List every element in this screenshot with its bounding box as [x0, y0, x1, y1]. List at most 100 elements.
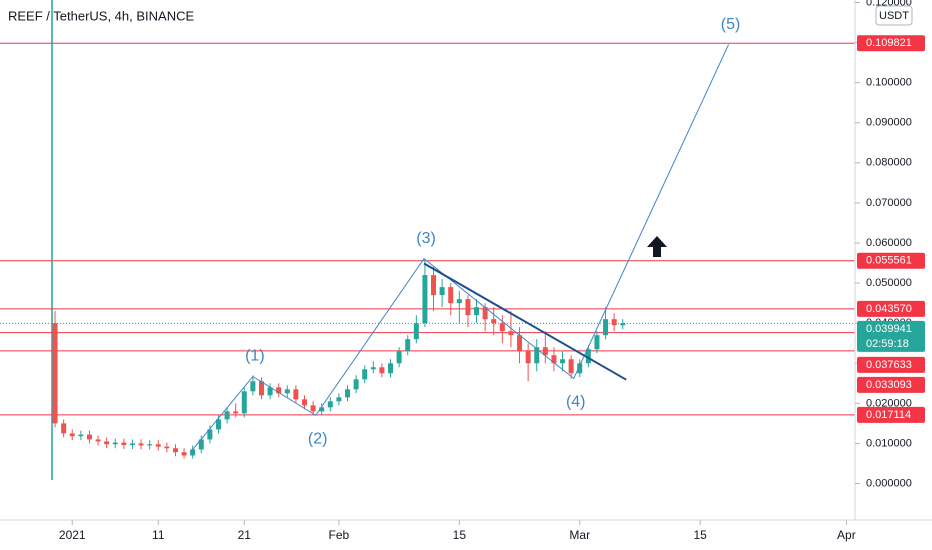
level-price-box [857, 35, 925, 52]
candle-body [585, 349, 591, 364]
candle-body [250, 381, 256, 392]
candle-body [396, 351, 402, 364]
level-price-box [857, 300, 925, 317]
candle-body [508, 331, 514, 336]
candle-body [413, 323, 419, 340]
candle-body [517, 335, 523, 352]
candle-body [284, 389, 290, 394]
candle-body [310, 405, 316, 412]
level-price-box [857, 406, 925, 423]
wave-label: (2) [308, 431, 328, 448]
candle-body [534, 347, 540, 364]
candle-body [568, 359, 574, 374]
candle-body [542, 347, 548, 356]
wave-label: (4) [566, 394, 586, 411]
candle-body [370, 367, 376, 370]
candle-body [233, 411, 239, 414]
current-price-box [857, 320, 925, 352]
candle-body [465, 299, 471, 316]
currency-badge[interactable] [875, 5, 913, 26]
trendline [423, 262, 627, 381]
candle-body [405, 339, 411, 352]
candle-body [345, 389, 351, 398]
wave-label: (1) [245, 348, 265, 365]
candle-body [560, 359, 566, 364]
y-tick-label: 0.090000 [866, 117, 912, 129]
level-price-label: 0.037633 [866, 359, 912, 371]
candle-body [276, 387, 282, 394]
x-tick-label: Mar [569, 528, 590, 542]
candle-body [620, 323, 626, 326]
candle-body [172, 448, 178, 453]
candle-body [215, 419, 221, 430]
y-tick-label: 0.100000 [866, 77, 912, 89]
candle-body [293, 389, 299, 400]
candle-body [241, 391, 247, 414]
candle-body [594, 335, 600, 350]
y-tick-label: 0.020000 [866, 397, 912, 409]
up-arrow [647, 236, 667, 257]
x-tick-label: 11 [152, 528, 165, 542]
candle-body [388, 363, 394, 374]
candle-body [301, 399, 307, 406]
x-tick-label: 15 [453, 528, 467, 542]
candle-body [69, 433, 75, 437]
wave-label: (3) [416, 230, 436, 247]
level-price-box [857, 356, 925, 373]
y-tick-label: 0.010000 [866, 437, 912, 449]
x-tick-label: 15 [693, 528, 707, 542]
wave-label: (5) [721, 16, 741, 33]
x-tick-label: Feb [329, 528, 350, 542]
candle-body [491, 319, 497, 324]
candle-body [181, 452, 187, 456]
candle-body [448, 287, 454, 304]
candle-body [224, 411, 230, 420]
x-tick-label: Apr [837, 528, 856, 542]
chart-title: REEF / TetherUS, 4h, BINANCE [8, 8, 194, 23]
candle-body [155, 444, 161, 447]
candle-body [267, 387, 273, 396]
candle-body [121, 442, 127, 446]
x-tick-label: 21 [238, 528, 252, 542]
candle-body [198, 439, 204, 450]
level-price-label: 0.109821 [866, 37, 912, 49]
level-price-label: 0.033093 [866, 379, 912, 391]
candle-body [190, 449, 196, 456]
current-price-label: 0.039941 [866, 323, 912, 335]
level-price-box [857, 252, 925, 269]
candle-body [138, 443, 144, 446]
level-price-label: 0.055561 [866, 255, 912, 267]
candle-body [474, 307, 480, 316]
candle-body [129, 443, 135, 446]
candle-body [147, 444, 153, 446]
currency-label: USDT [879, 10, 909, 22]
candle-body [499, 323, 505, 332]
wave-line [189, 44, 730, 453]
countdown-label: 02:59:18 [866, 338, 909, 350]
candle-body [431, 275, 437, 296]
candle-body [611, 319, 617, 326]
candle-body [439, 287, 445, 296]
y-tick-label: 0.080000 [866, 157, 912, 169]
y-tick-label: 0.000000 [866, 477, 912, 489]
level-price-box [857, 376, 925, 393]
candle-body [207, 429, 213, 440]
candle-body [258, 381, 264, 396]
candle-body [336, 397, 342, 402]
candle-body [482, 307, 488, 320]
candle-body [422, 275, 428, 324]
candle-body [353, 379, 359, 390]
candle-body [551, 355, 557, 364]
candle-body [52, 323, 58, 424]
candle-body [86, 434, 92, 440]
level-price-label: 0.017114 [866, 409, 911, 421]
candle-body [78, 434, 84, 437]
candle-body [456, 299, 462, 304]
candle-body [104, 441, 110, 445]
x-tick-label: 2021 [59, 528, 86, 542]
y-tick-label: 0.070000 [866, 197, 912, 209]
candle-body [319, 407, 325, 412]
level-price-label: 0.043570 [866, 303, 912, 315]
